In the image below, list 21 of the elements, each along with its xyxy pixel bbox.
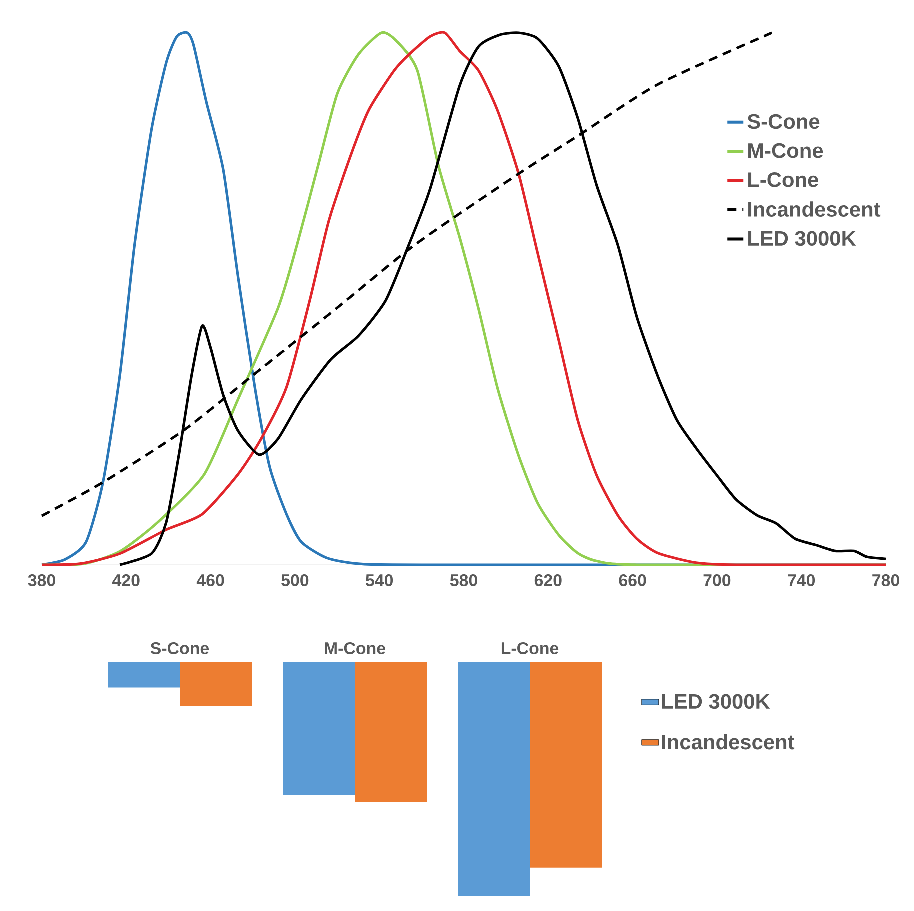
x-tick-label: 540 <box>366 574 394 587</box>
legend-label: LED 3000K <box>748 231 856 246</box>
legend-label: Incandescent <box>662 734 795 750</box>
x-tick-label: 460 <box>196 574 224 587</box>
legend-label: LED 3000K <box>662 694 770 710</box>
x-tick-label: S-Cone <box>150 642 210 654</box>
legend-label: Incandescent <box>748 202 881 217</box>
x-tick-label: 420 <box>112 574 140 587</box>
legend-label: L-Cone <box>748 172 818 188</box>
x-tick-label: 700 <box>704 574 731 587</box>
legend-label: M-Cone <box>748 143 824 158</box>
x-tick-label: M-Cone <box>325 642 386 654</box>
legend-label: S-Cone <box>748 114 820 130</box>
x-tick-label: 620 <box>534 574 562 587</box>
x-tick-label: 780 <box>872 574 900 587</box>
x-tick-label: 500 <box>282 574 309 587</box>
x-tick-label: L-Cone <box>502 642 559 654</box>
x-tick-label: 580 <box>450 574 478 587</box>
x-tick-label: 660 <box>619 574 646 587</box>
x-tick-label: 380 <box>28 574 56 587</box>
x-tick-label: 740 <box>788 574 816 587</box>
